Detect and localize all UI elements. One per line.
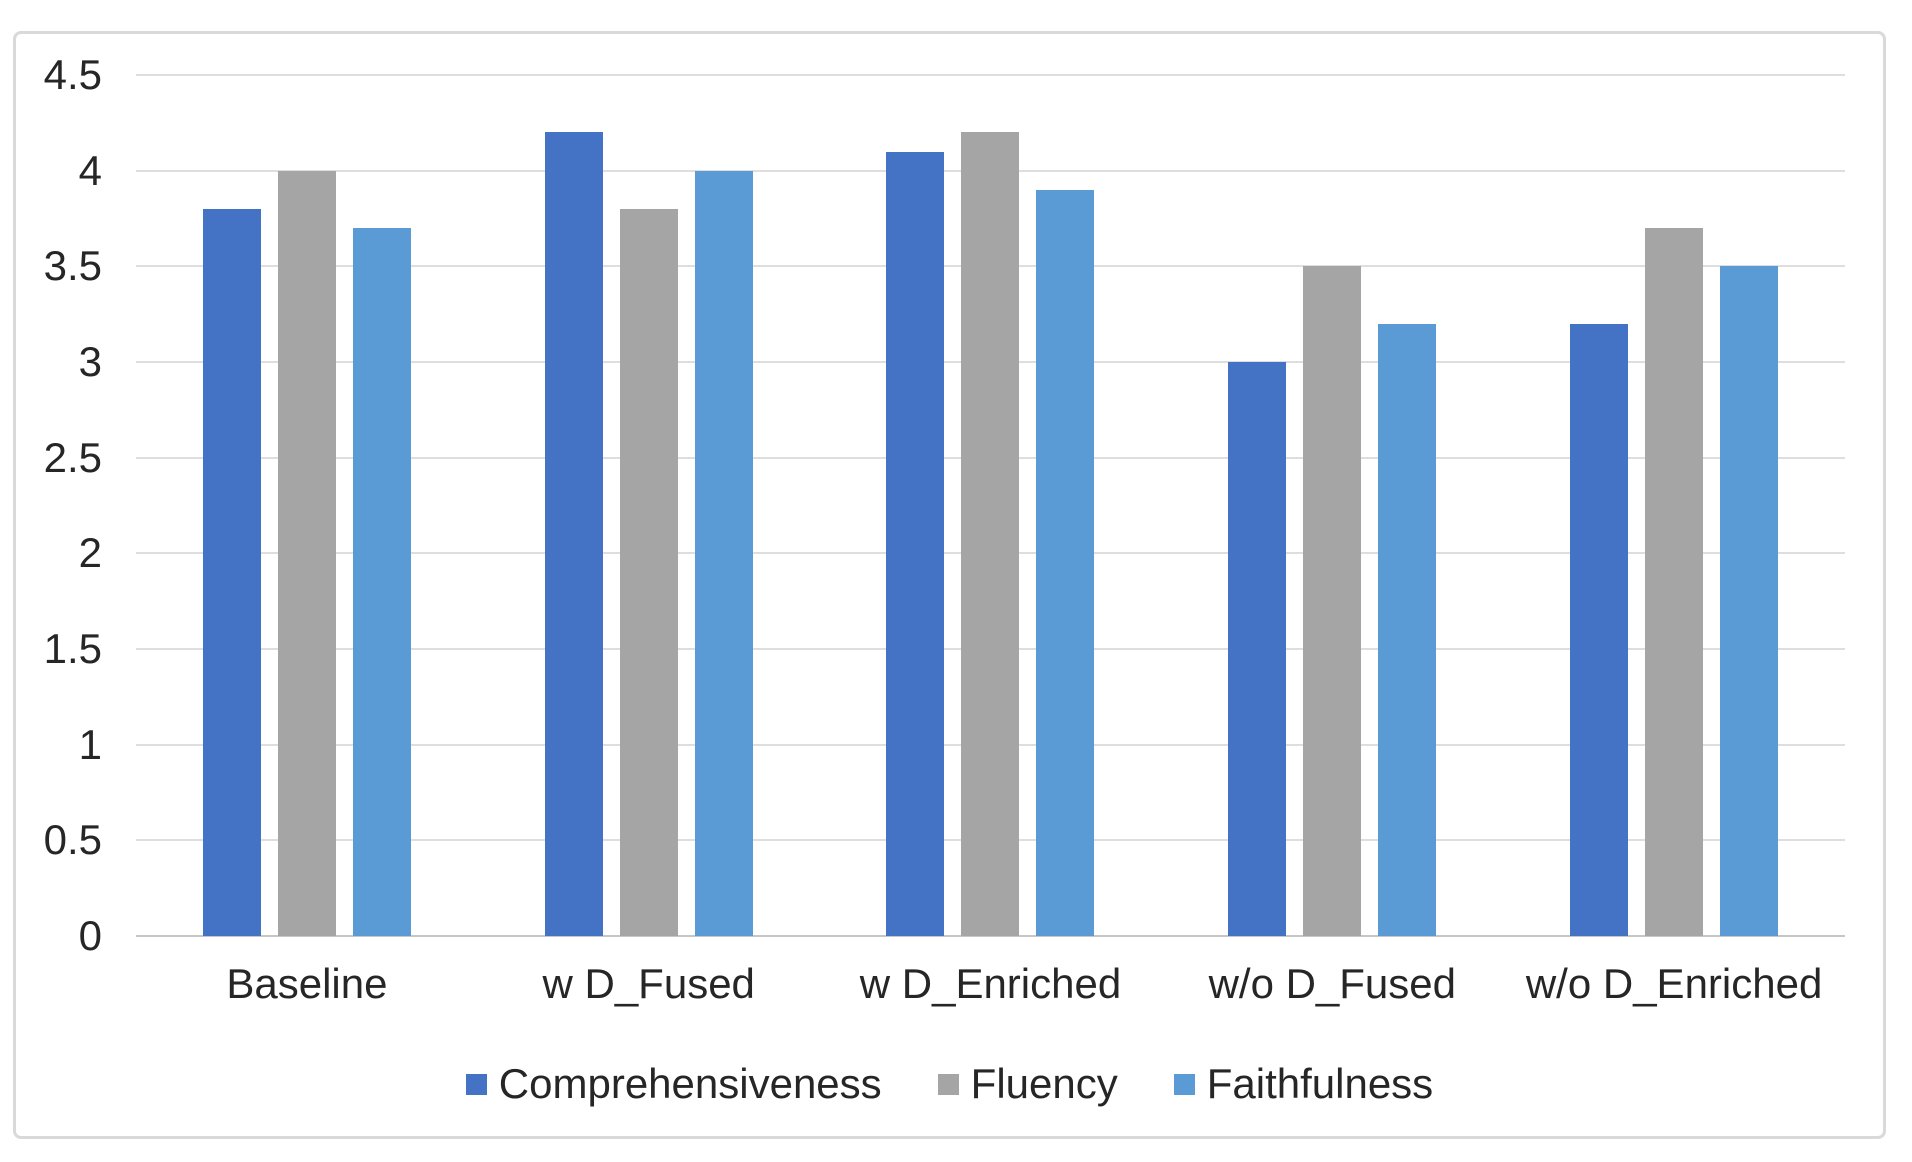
x-label-w-o-d-enriched: w/o D_Enriched bbox=[1525, 960, 1823, 1007]
bar-comprehensiveness-w-o-d-fused bbox=[1228, 362, 1287, 936]
bar-group-w-o-d-enriched bbox=[1503, 75, 1845, 936]
x-label-w-d-enriched: w D_Enriched bbox=[859, 960, 1122, 1007]
bar-comprehensiveness-w-o-d-enriched bbox=[1570, 323, 1629, 936]
x-label-w-d-fused: w D_Fused bbox=[542, 960, 755, 1007]
legend-item-fluency: Fluency bbox=[937, 1054, 1118, 1114]
bar-comprehensiveness-baseline bbox=[202, 208, 261, 936]
y-tick-label-1: 1 bbox=[78, 720, 102, 768]
y-tick-label-0: 0 bbox=[78, 912, 102, 959]
chart-frame: 0 0.5 1 1.5 2 2.5 3 3.5 4 4.5 Baseline w D_Fused w … bbox=[13, 31, 1886, 1139]
legend: Comprehensiveness Fluency Faithfulness bbox=[16, 1046, 1883, 1122]
bar-fluency-w-d-enriched bbox=[961, 132, 1020, 936]
y-tick-label-4-5: 4.5 bbox=[43, 51, 102, 98]
bar-fluency-baseline bbox=[277, 170, 336, 936]
bar-faithfulness-w-d-fused bbox=[694, 170, 753, 936]
legend-item-comprehensiveness: Comprehensiveness bbox=[465, 1054, 882, 1114]
x-label-baseline: Baseline bbox=[226, 960, 388, 1007]
bar-fluency-w-d-fused bbox=[619, 208, 678, 936]
legend-label-comprehensiveness: Comprehensiveness bbox=[498, 1060, 882, 1107]
legend-swatch-faithfulness bbox=[1173, 1073, 1195, 1095]
bar-fluency-w-o-d-enriched bbox=[1645, 228, 1704, 936]
y-tick-label-4: 4 bbox=[78, 146, 102, 194]
bar-comprehensiveness-w-d-fused bbox=[544, 132, 603, 936]
y-tick-label-3: 3 bbox=[78, 338, 102, 385]
gridline-4-5 bbox=[136, 74, 1845, 76]
bar-faithfulness-w-d-enriched bbox=[1036, 189, 1095, 936]
bar-fluency-w-o-d-fused bbox=[1303, 266, 1362, 936]
legend-label-fluency: Fluency bbox=[970, 1060, 1118, 1107]
bar-faithfulness-w-o-d-fused bbox=[1378, 323, 1437, 936]
x-axis-labels: Baseline w D_Fused w D_Enriched w/o D_Fused… bbox=[136, 956, 1845, 1012]
bar-group-w-d-enriched bbox=[820, 75, 1162, 936]
y-tick-label-2-5: 2.5 bbox=[43, 433, 102, 481]
plot-area bbox=[136, 74, 1845, 937]
bar-faithfulness-w-o-d-enriched bbox=[1720, 266, 1779, 936]
x-axis-line bbox=[136, 935, 1845, 937]
y-axis-labels: 0 0.5 1 1.5 2 2.5 3 3.5 4 4.5 bbox=[16, 51, 108, 959]
legend-swatch-fluency bbox=[937, 1073, 959, 1095]
y-tick-label-0-5: 0.5 bbox=[43, 816, 102, 864]
bar-group-baseline bbox=[136, 75, 478, 936]
bar-faithfulness-baseline bbox=[352, 228, 411, 936]
x-label-w-o-d-fused: w/o D_Fused bbox=[1208, 960, 1457, 1007]
y-tick-label-1-5: 1.5 bbox=[43, 625, 102, 672]
bar-comprehensiveness-w-d-enriched bbox=[886, 151, 945, 936]
y-tick-label-3-5: 3.5 bbox=[43, 242, 102, 290]
bar-groups bbox=[136, 75, 1845, 936]
bar-group-w-d-fused bbox=[478, 75, 820, 936]
legend-label-faithfulness: Faithfulness bbox=[1206, 1060, 1434, 1107]
legend-item-faithfulness: Faithfulness bbox=[1173, 1054, 1434, 1114]
bar-group-w-o-d-fused bbox=[1161, 75, 1503, 936]
y-tick-label-2: 2 bbox=[78, 529, 102, 577]
legend-swatch-comprehensiveness bbox=[465, 1073, 487, 1095]
